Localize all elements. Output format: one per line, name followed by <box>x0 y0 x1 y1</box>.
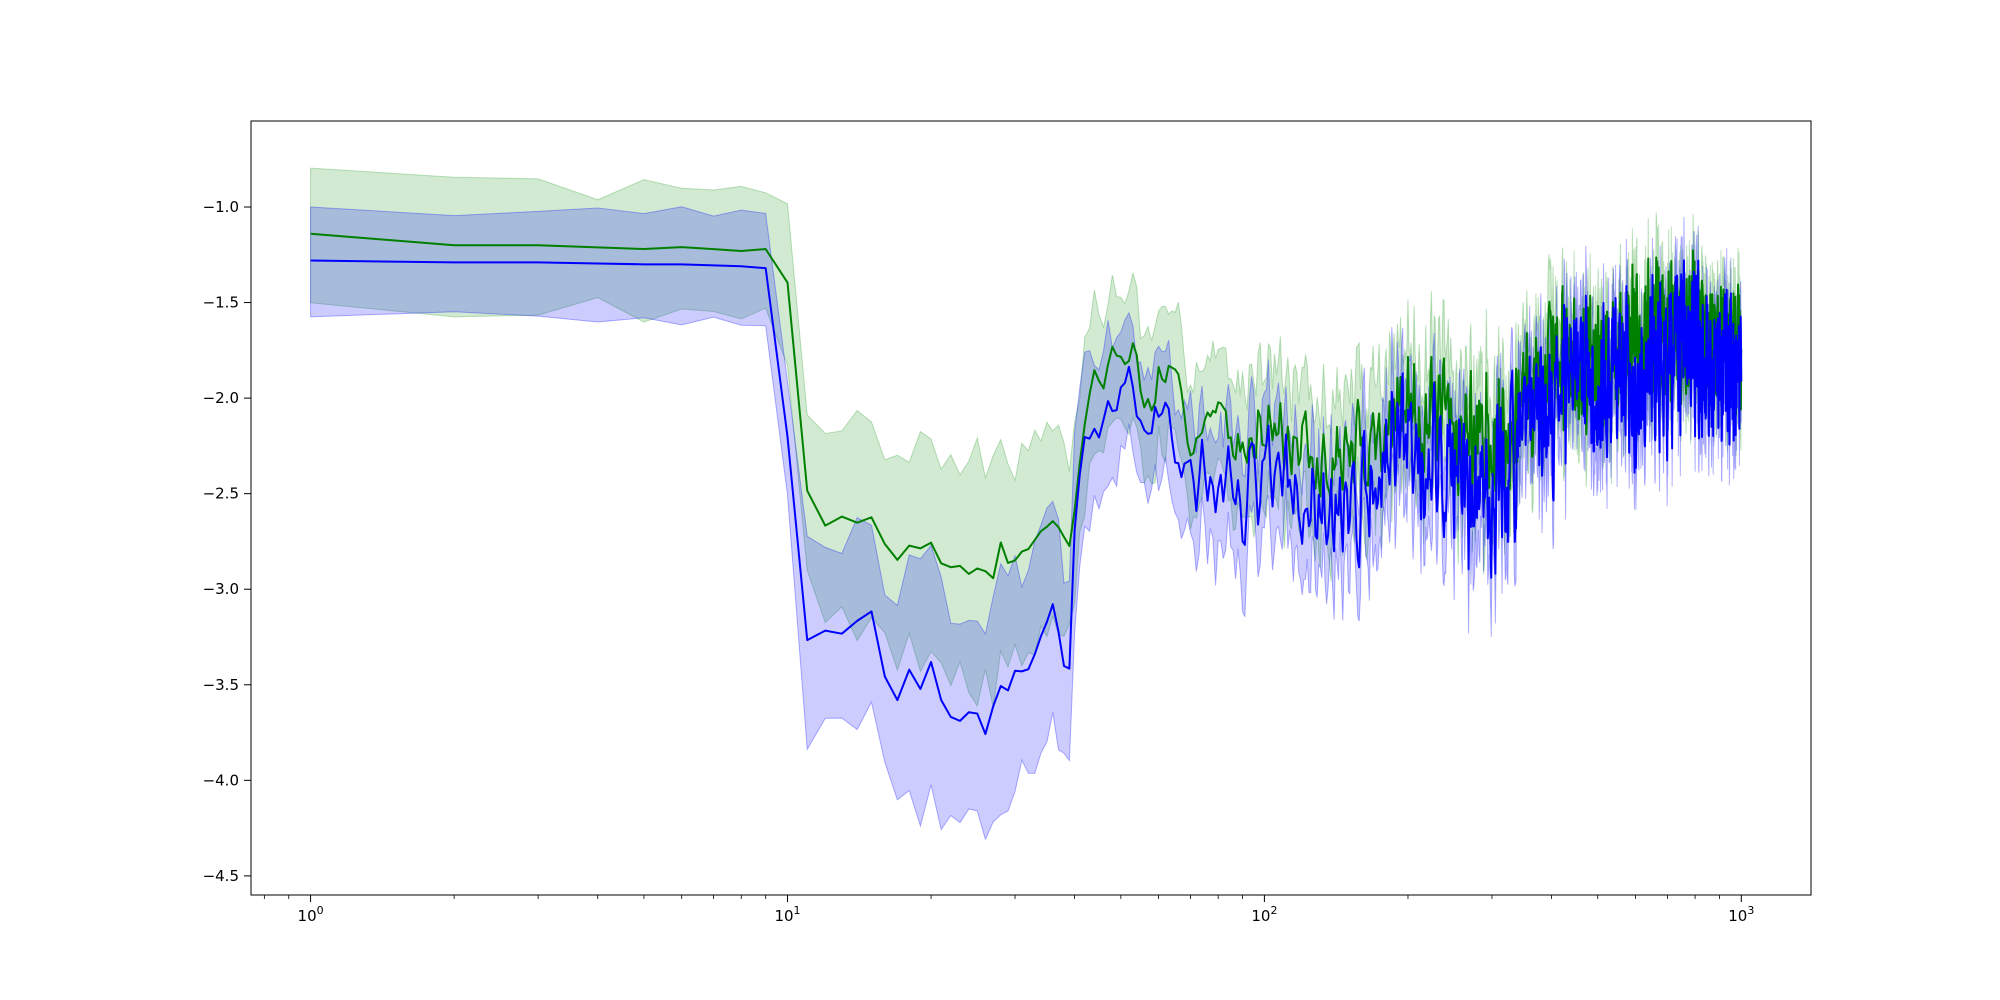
x-tick-label: 102 <box>1251 904 1277 925</box>
y-tick-label: −2.5 <box>203 485 239 503</box>
series-1-line <box>310 259 1743 736</box>
x-tick-label: 100 <box>298 904 324 925</box>
y-tick-label: −1.5 <box>203 294 239 312</box>
y-tick-label: −1.0 <box>203 198 239 216</box>
y-tick-label: −2.0 <box>203 389 239 407</box>
y-tick-label: −4.5 <box>203 867 239 885</box>
y-tick-label: −3.5 <box>203 676 239 694</box>
y-axis: −1.0 −1.5 −2.0 −2.5 −3.0 −3.5 −4.0 −4.5 <box>203 198 251 885</box>
x-tick-label: 101 <box>774 904 800 925</box>
y-tick-label: −4.0 <box>203 771 239 789</box>
x-axis: 100 101 102 103 <box>263 895 1754 925</box>
y-tick-label: −3.0 <box>203 580 239 598</box>
x-tick-label: 103 <box>1728 904 1754 925</box>
axes-frame <box>250 120 1812 896</box>
series-lines <box>310 232 1743 736</box>
